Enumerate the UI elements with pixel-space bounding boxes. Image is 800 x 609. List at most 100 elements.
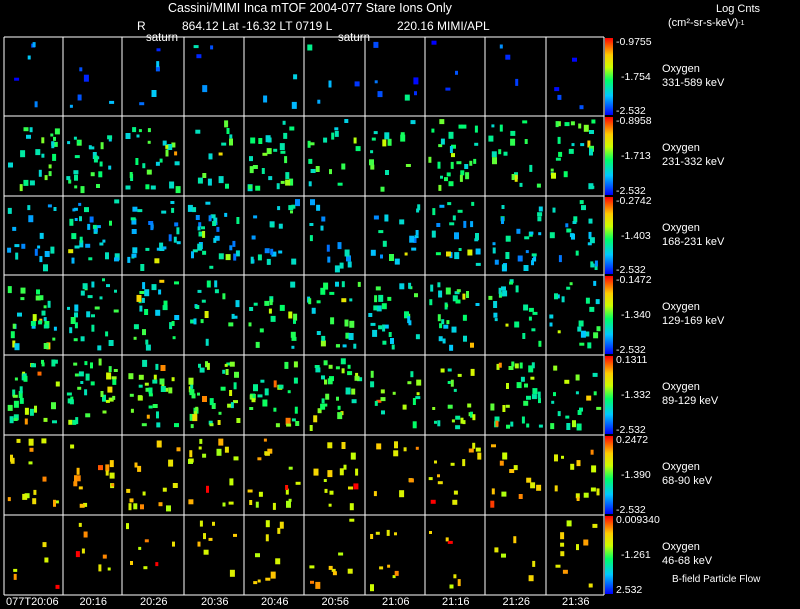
count-pixel (168, 234, 172, 242)
count-pixel (339, 468, 344, 476)
count-pixel (278, 223, 283, 229)
count-pixel (588, 218, 593, 224)
count-pixel (265, 577, 271, 581)
species-label: Oxygen (662, 221, 700, 234)
count-pixel (144, 289, 150, 297)
count-pixel (102, 554, 107, 559)
count-pixel (494, 318, 498, 322)
count-pixel (214, 235, 220, 241)
count-pixel (197, 243, 203, 251)
count-pixel (288, 498, 292, 502)
count-pixel (44, 557, 49, 563)
count-pixel (474, 142, 479, 146)
count-pixel (525, 250, 529, 254)
count-pixel (266, 148, 272, 155)
count-pixel (152, 379, 158, 384)
count-pixel (50, 246, 55, 254)
count-pixel (566, 286, 571, 290)
count-pixel (295, 199, 300, 207)
count-pixel (347, 371, 353, 376)
count-pixel (341, 442, 346, 449)
count-pixel (142, 491, 146, 496)
count-pixel (147, 128, 151, 133)
count-pixel (155, 363, 159, 370)
count-pixel (550, 168, 554, 172)
count-pixel (309, 223, 314, 226)
species-label: Oxygen (662, 461, 700, 473)
count-pixel (596, 406, 602, 410)
colorbar-max-label: -0.1472 (616, 274, 652, 286)
count-pixel (26, 134, 31, 139)
count-pixel (496, 363, 500, 370)
count-pixel (408, 478, 414, 483)
count-pixel (140, 264, 145, 271)
count-pixel (288, 466, 293, 470)
count-pixel (175, 186, 181, 194)
count-pixel (73, 207, 78, 211)
count-pixel (80, 381, 84, 384)
count-pixel (327, 378, 333, 385)
count-pixel (413, 237, 417, 243)
count-pixel (270, 223, 275, 228)
count-pixel (225, 254, 231, 261)
species-label: Oxygen (662, 541, 700, 553)
count-pixel (575, 250, 579, 256)
count-pixel (537, 391, 541, 399)
count-pixel (76, 475, 81, 482)
count-pixel (12, 389, 16, 397)
count-pixel (499, 293, 505, 297)
count-pixel (341, 163, 346, 170)
time-tick-label: 20:36 (201, 596, 229, 608)
count-pixel (209, 398, 214, 406)
count-pixel (142, 329, 146, 336)
count-pixel (68, 179, 72, 184)
species-label: Oxygen (662, 381, 700, 393)
units-label: Log Cnts (715, 3, 761, 15)
count-pixel (536, 183, 541, 188)
count-pixel (414, 235, 419, 239)
count-pixel (73, 170, 79, 175)
count-pixel (348, 333, 354, 340)
count-pixel (444, 177, 448, 182)
count-pixel (218, 411, 222, 415)
count-pixel (593, 280, 597, 286)
count-pixel (70, 317, 76, 324)
colorbar (605, 117, 613, 195)
count-pixel (506, 424, 510, 429)
count-pixel (228, 501, 234, 505)
count-pixel (113, 309, 119, 313)
count-pixel (310, 580, 314, 584)
count-pixel (100, 142, 104, 150)
species-label: Oxygen (662, 62, 700, 75)
count-pixel (343, 464, 347, 470)
count-pixel (176, 241, 181, 245)
count-pixel (293, 377, 298, 384)
count-pixel (387, 296, 392, 301)
count-pixel (462, 293, 466, 300)
count-pixel (581, 205, 586, 211)
count-pixel (537, 216, 542, 222)
energy-label: 129-169 keV (662, 315, 725, 327)
count-pixel (505, 323, 509, 327)
count-pixel (148, 221, 154, 225)
count-pixel (29, 127, 33, 133)
count-pixel (449, 344, 454, 351)
count-pixel (85, 413, 91, 418)
count-pixel (19, 386, 23, 394)
count-pixel (595, 299, 600, 305)
count-pixel (74, 312, 78, 318)
count-pixel (437, 474, 440, 478)
count-pixel (148, 405, 153, 409)
count-pixel (530, 482, 536, 489)
count-pixel (377, 91, 383, 98)
count-pixel (316, 300, 321, 304)
count-pixel (342, 344, 347, 348)
count-pixel (193, 318, 197, 325)
count-pixel (320, 225, 324, 231)
count-pixel (270, 571, 276, 579)
count-pixel (278, 250, 283, 254)
count-pixel (555, 564, 561, 568)
count-pixel (488, 295, 493, 300)
count-pixel (218, 438, 224, 446)
count-pixel (334, 130, 339, 137)
